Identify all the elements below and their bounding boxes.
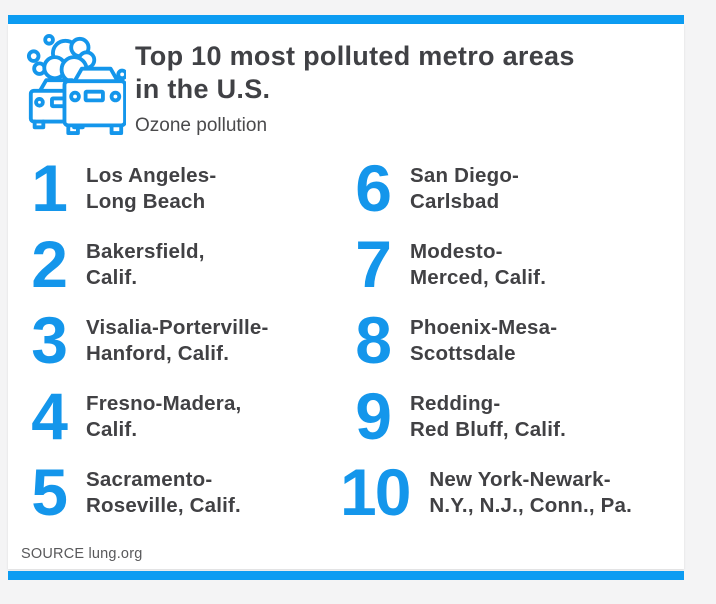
metro-name: Sacramento- Roseville, Calif.: [86, 466, 241, 519]
rank-number: 4: [31, 379, 68, 453]
rank-number: 2: [31, 227, 68, 301]
metro-name-line1: Sacramento-: [86, 468, 213, 491]
rank-number: 7: [355, 227, 392, 301]
rank-number: 3: [31, 303, 68, 377]
metro-name-line2: Merced, Calif.: [410, 266, 547, 289]
metro-name-line1: Fresno-Madera,: [86, 392, 242, 415]
page-title: Top 10 most polluted metro areas in the …: [135, 40, 575, 106]
list-item: 3 Visalia-Porterville- Hanford, Calif.: [16, 303, 340, 390]
metro-name-line1: Los Angeles-: [86, 164, 217, 187]
bottom-accent-bar: [8, 571, 684, 580]
list-item: 7 Modesto- Merced, Calif.: [340, 227, 684, 314]
metro-name: Fresno-Madera, Calif.: [86, 390, 241, 443]
metro-name-line1: Visalia-Porterville-: [86, 316, 269, 339]
metro-name-line1: Modesto-: [410, 240, 503, 263]
ranked-list: 1 Los Angeles- Long Beach 2 Bakersfield, Cali…: [8, 151, 684, 542]
metro-name-line2: Hanford, Calif.: [86, 342, 230, 365]
metro-name-line1: Bakersfield,: [86, 240, 205, 263]
list-item: 5 Sacramento- Roseville, Calif.: [16, 455, 340, 542]
header: Top 10 most polluted metro areas in the …: [8, 24, 684, 143]
metro-name: Phoenix-Mesa- Scottsdale: [410, 314, 557, 367]
list-item: 9 Redding- Red Bluff, Calif.: [340, 379, 684, 466]
traffic-smog-icon: [26, 32, 128, 143]
rank-number: 10: [340, 455, 411, 529]
source-label: SOURCE: [21, 546, 85, 562]
list-item: 4 Fresno-Madera, Calif.: [16, 379, 340, 466]
metro-name-line2: Calif.: [86, 266, 138, 289]
header-text: Top 10 most polluted metro areas in the …: [135, 40, 575, 137]
page-title-line2: in the U.S.: [135, 74, 271, 104]
metro-name-line2: Long Beach: [86, 190, 206, 213]
list-item: 2 Bakersfield, Calif.: [16, 227, 340, 314]
metro-name-line2: N.Y., N.J., Conn., Pa.: [429, 494, 633, 517]
metro-name-line2: Calif.: [86, 418, 138, 441]
metro-name: San Diego- Carlsbad: [410, 162, 519, 215]
source-line: SOURCE lung.org: [8, 546, 684, 562]
rank-number: 5: [31, 455, 68, 529]
metro-name-line1: Phoenix-Mesa-: [410, 316, 558, 339]
rank-number: 8: [355, 303, 392, 377]
list-item: 6 San Diego- Carlsbad: [340, 151, 684, 238]
rank-number: 9: [355, 379, 392, 453]
metro-name-line1: San Diego-: [410, 164, 520, 187]
metro-name-line1: New York-Newark-: [429, 468, 611, 491]
list-item: 10 New York-Newark- N.Y., N.J., Conn., Pa.: [340, 455, 684, 542]
metro-name: Redding- Red Bluff, Calif.: [410, 390, 566, 443]
metro-name-line2: Carlsbad: [410, 190, 500, 213]
top-accent-bar: [8, 15, 684, 24]
source-value: lung.org: [88, 546, 143, 562]
metro-name: Visalia-Porterville- Hanford, Calif.: [86, 314, 269, 367]
metro-name-line2: Scottsdale: [410, 342, 516, 365]
metro-name: Modesto- Merced, Calif.: [410, 238, 546, 291]
infographic-card: Top 10 most polluted metro areas in the …: [8, 24, 684, 569]
list-item: 1 Los Angeles- Long Beach: [16, 151, 340, 238]
list-item: 8 Phoenix-Mesa- Scottsdale: [340, 303, 684, 390]
metro-name: Los Angeles- Long Beach: [86, 162, 216, 215]
metro-name: New York-Newark- N.Y., N.J., Conn., Pa.: [429, 466, 632, 519]
metro-name-line1: Redding-: [410, 392, 501, 415]
rank-number: 1: [31, 151, 68, 225]
metro-name-line2: Red Bluff, Calif.: [410, 418, 567, 441]
page-subtitle: Ozone pollution: [135, 115, 268, 136]
rank-number: 6: [355, 151, 392, 225]
page-title-line1: Top 10 most polluted metro areas: [135, 41, 575, 71]
metro-name: Bakersfield, Calif.: [86, 238, 205, 291]
metro-name-line2: Roseville, Calif.: [86, 494, 241, 517]
